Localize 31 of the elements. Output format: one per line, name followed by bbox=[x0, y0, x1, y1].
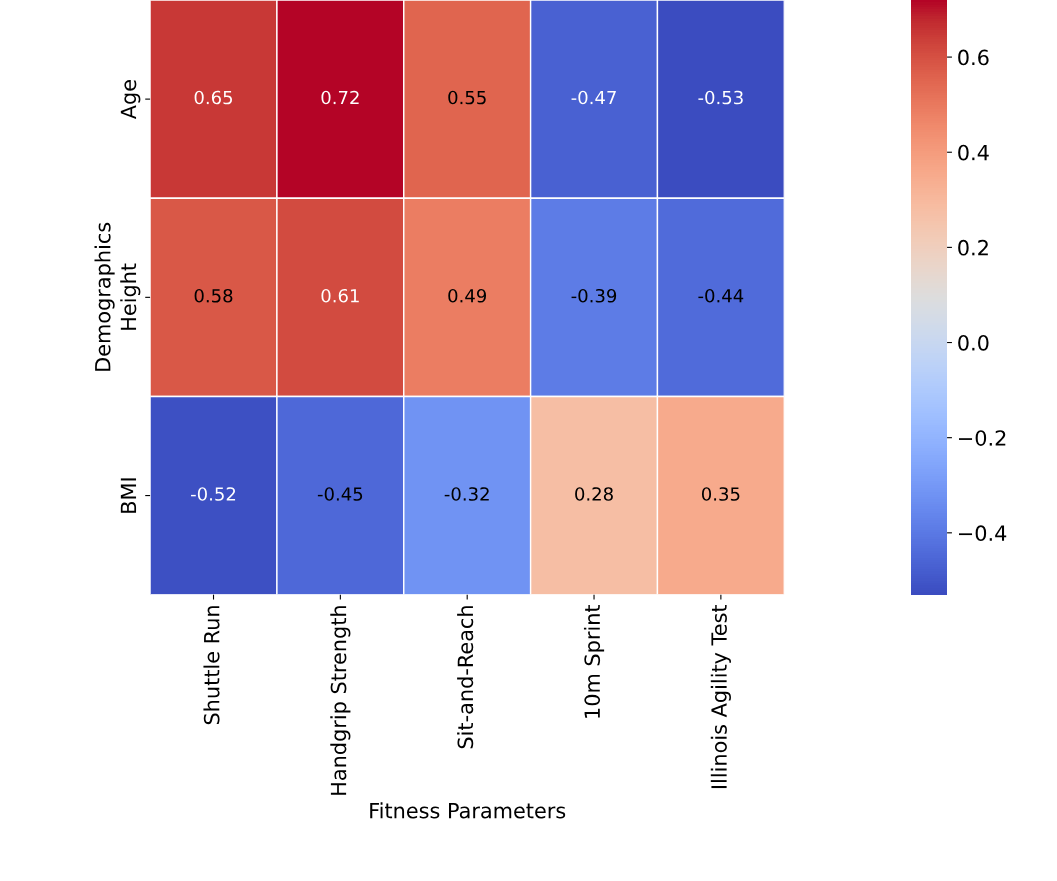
x-tick-label: Sit-and-Reach bbox=[457, 606, 474, 749]
color-bar-label: −0.4 bbox=[959, 525, 1007, 542]
data-label: 0.55 bbox=[448, 90, 486, 105]
data-label: -0.45 bbox=[317, 487, 363, 501]
x-tick-label: Handgrip Strength bbox=[330, 606, 351, 795]
color-bar-label: −0.2 bbox=[959, 430, 1006, 446]
color-bar-label: 0.6 bbox=[958, 49, 989, 66]
data-label: 0.61 bbox=[321, 288, 359, 303]
data-label: -0.44 bbox=[698, 288, 744, 303]
data-label: -0.47 bbox=[571, 90, 616, 105]
data-label: 0.72 bbox=[321, 90, 359, 105]
y-tick-label: Height bbox=[120, 263, 141, 330]
y-axis-title: Demographics bbox=[94, 222, 115, 371]
data-label: -0.53 bbox=[698, 90, 743, 105]
color-bar-label: 0.0 bbox=[958, 334, 989, 351]
data-label: -0.52 bbox=[191, 487, 236, 501]
data-label: -0.39 bbox=[571, 288, 617, 303]
data-label: 0.65 bbox=[194, 90, 233, 105]
x-axis-title: Fitness Parameters bbox=[370, 802, 566, 819]
x-tick-label: 10m Sprint bbox=[583, 604, 605, 718]
color-bar-label: 0.2 bbox=[958, 239, 988, 256]
data-label: 0.49 bbox=[448, 288, 487, 303]
data-label: 0.28 bbox=[575, 487, 613, 501]
x-tick-label: Shuttle Run bbox=[203, 606, 220, 725]
y-tick-label: Age bbox=[120, 80, 141, 120]
data-label: -0.32 bbox=[444, 487, 489, 501]
data-label: 0.35 bbox=[701, 487, 740, 501]
y-tick-label: BMI bbox=[120, 478, 137, 513]
data-label: 0.58 bbox=[194, 288, 233, 303]
x-tick-label: Illinois Agility Test bbox=[710, 604, 731, 789]
color-bar-label: 0.4 bbox=[958, 144, 989, 161]
